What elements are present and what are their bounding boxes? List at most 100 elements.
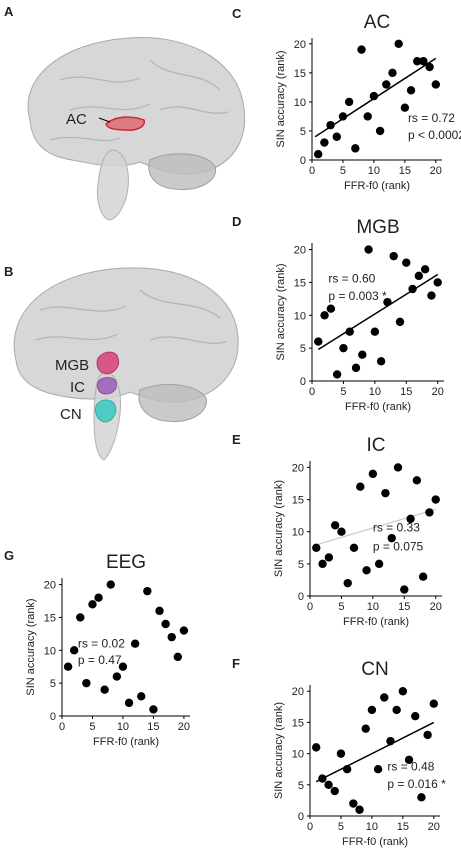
chart-c-x-tick-label: 5 (340, 165, 346, 177)
chart-e-point (412, 476, 422, 485)
chart-f-y-tick-label: 15 (292, 717, 304, 729)
chart-f-point (336, 749, 346, 758)
chart-e-point (318, 559, 327, 569)
brain-a-cerebrum (27, 37, 246, 175)
brain-b-sulci (35, 289, 227, 344)
chart-d-point (376, 357, 386, 366)
chart-e-title: IC (367, 435, 386, 456)
chart-f-point (392, 705, 401, 715)
mgb-region-label: MGB (55, 357, 89, 374)
chart-e-point (387, 533, 396, 543)
chart-g-point (94, 593, 103, 602)
chart-e-fit-line (312, 508, 436, 547)
chart-d-point (370, 327, 380, 336)
chart-e-point (343, 578, 352, 588)
chart-g-point (167, 632, 176, 642)
chart-g-stat-p: p = 0.47 (78, 653, 122, 667)
chart-d-fit-line (317, 273, 439, 351)
chart-d-y-tick-label: 10 (294, 310, 306, 322)
chart-f-point (423, 730, 432, 740)
chart-d-point (420, 265, 430, 274)
chart-c-x-tick-label: 0 (309, 165, 315, 177)
chart-d-y-tick-label: 20 (294, 245, 306, 257)
chart-d-stat-p: p = 0.003 * (328, 289, 387, 303)
chart-e-y-tick-label: 5 (298, 559, 304, 571)
chart-d-title: MGB (356, 217, 399, 238)
chart-g-point (100, 685, 109, 694)
chart-g-x-axis-label: FFR-f0 (rank) (93, 736, 159, 748)
chart-e-point (349, 543, 359, 552)
ac-region-label: AC (66, 111, 87, 128)
chart-c-point (320, 138, 329, 147)
chart-f-point (361, 724, 370, 733)
chart-c-point (369, 91, 379, 101)
chart-e: E IC 0 5 10 15 20 0 5 10 15 20 FFR-f0 (rank) SIN acc… (232, 432, 442, 628)
chart-c-point (382, 80, 391, 89)
chart-f-point (373, 765, 383, 774)
chart-g-y-tick-label: 20 (44, 580, 56, 592)
chart-g-point (161, 619, 170, 629)
chart-g-point (130, 639, 140, 648)
chart-e-point (374, 559, 384, 569)
chart-f-point (404, 755, 414, 765)
chart-d-point (351, 363, 361, 373)
chart-c-y-tick-label: 15 (294, 68, 306, 80)
chart-g-point (112, 672, 122, 681)
chart-f-point (324, 780, 333, 790)
chart-g-point (149, 705, 158, 714)
chart-g-point (137, 692, 146, 701)
chart-f-point (411, 711, 420, 721)
chart-e-point (330, 521, 340, 530)
chart-e-point (381, 488, 390, 498)
chart-d-point (320, 311, 329, 320)
chart-f-point (386, 736, 395, 746)
chart-e-point (393, 463, 403, 472)
chart-f-point (342, 765, 352, 774)
chart-f-point (417, 793, 426, 802)
chart-g-point (118, 662, 128, 671)
chart-f-point (311, 743, 321, 752)
chart-d-y-tick-label: 0 (300, 376, 306, 388)
chart-c-point (332, 132, 341, 141)
chart-f-point (330, 786, 339, 796)
chart-c-y-axis-label: SIN accuracy (rank) (275, 50, 287, 147)
chart-d-point (345, 327, 354, 336)
ac-leader-line (98, 117, 111, 123)
chart-f-point (398, 687, 408, 696)
panel-letter-g: G (4, 548, 14, 563)
panel-letter-b: B (4, 264, 13, 279)
chart-c-point (338, 112, 348, 121)
chart-d-point (433, 278, 442, 287)
chart-f-y-tick-label: 20 (292, 686, 304, 698)
chart-g-point (124, 698, 134, 708)
chart-g-x-tick-label: 15 (147, 721, 159, 733)
chart-d-x-tick-label: 5 (340, 386, 346, 398)
chart-d-point (383, 297, 392, 307)
chart-f-stat-rs: rs = 0.48 (387, 759, 434, 773)
panel-a: A AC (4, 4, 246, 221)
chart-c-point (431, 80, 441, 89)
chart-g-x-tick-label: 10 (117, 721, 129, 733)
chart-f-x-tick-label: 10 (366, 821, 378, 833)
chart-d-point (314, 337, 323, 346)
chart-c-x-tick-label: 15 (399, 165, 411, 177)
chart-g-point (82, 678, 91, 688)
chart-d-point (414, 271, 424, 281)
chart-d-y-axis-label: SIN accuracy (rank) (275, 263, 287, 360)
chart-c-title: AC (364, 12, 390, 33)
brain-b-cerebrum (13, 267, 239, 403)
chart-e-point (418, 572, 428, 581)
brain-b-illustration: MGB IC CN (13, 267, 239, 461)
chart-f-x-tick-label: 20 (428, 821, 440, 833)
chart-d-point (389, 251, 398, 261)
cn-region (95, 399, 117, 423)
chart-d-x-tick-label: 20 (432, 386, 444, 398)
chart-e-point (337, 527, 346, 536)
chart-c-x-axis-label: FFR-f0 (rank) (344, 180, 410, 192)
chart-e-y-tick-label: 15 (292, 495, 304, 507)
chart-f-y-tick-label: 5 (298, 780, 304, 792)
chart-g-y-tick-label: 15 (44, 612, 56, 624)
chart-c-point (351, 144, 360, 153)
brain-b-cerebellum (138, 384, 207, 422)
chart-e-point (324, 553, 334, 562)
